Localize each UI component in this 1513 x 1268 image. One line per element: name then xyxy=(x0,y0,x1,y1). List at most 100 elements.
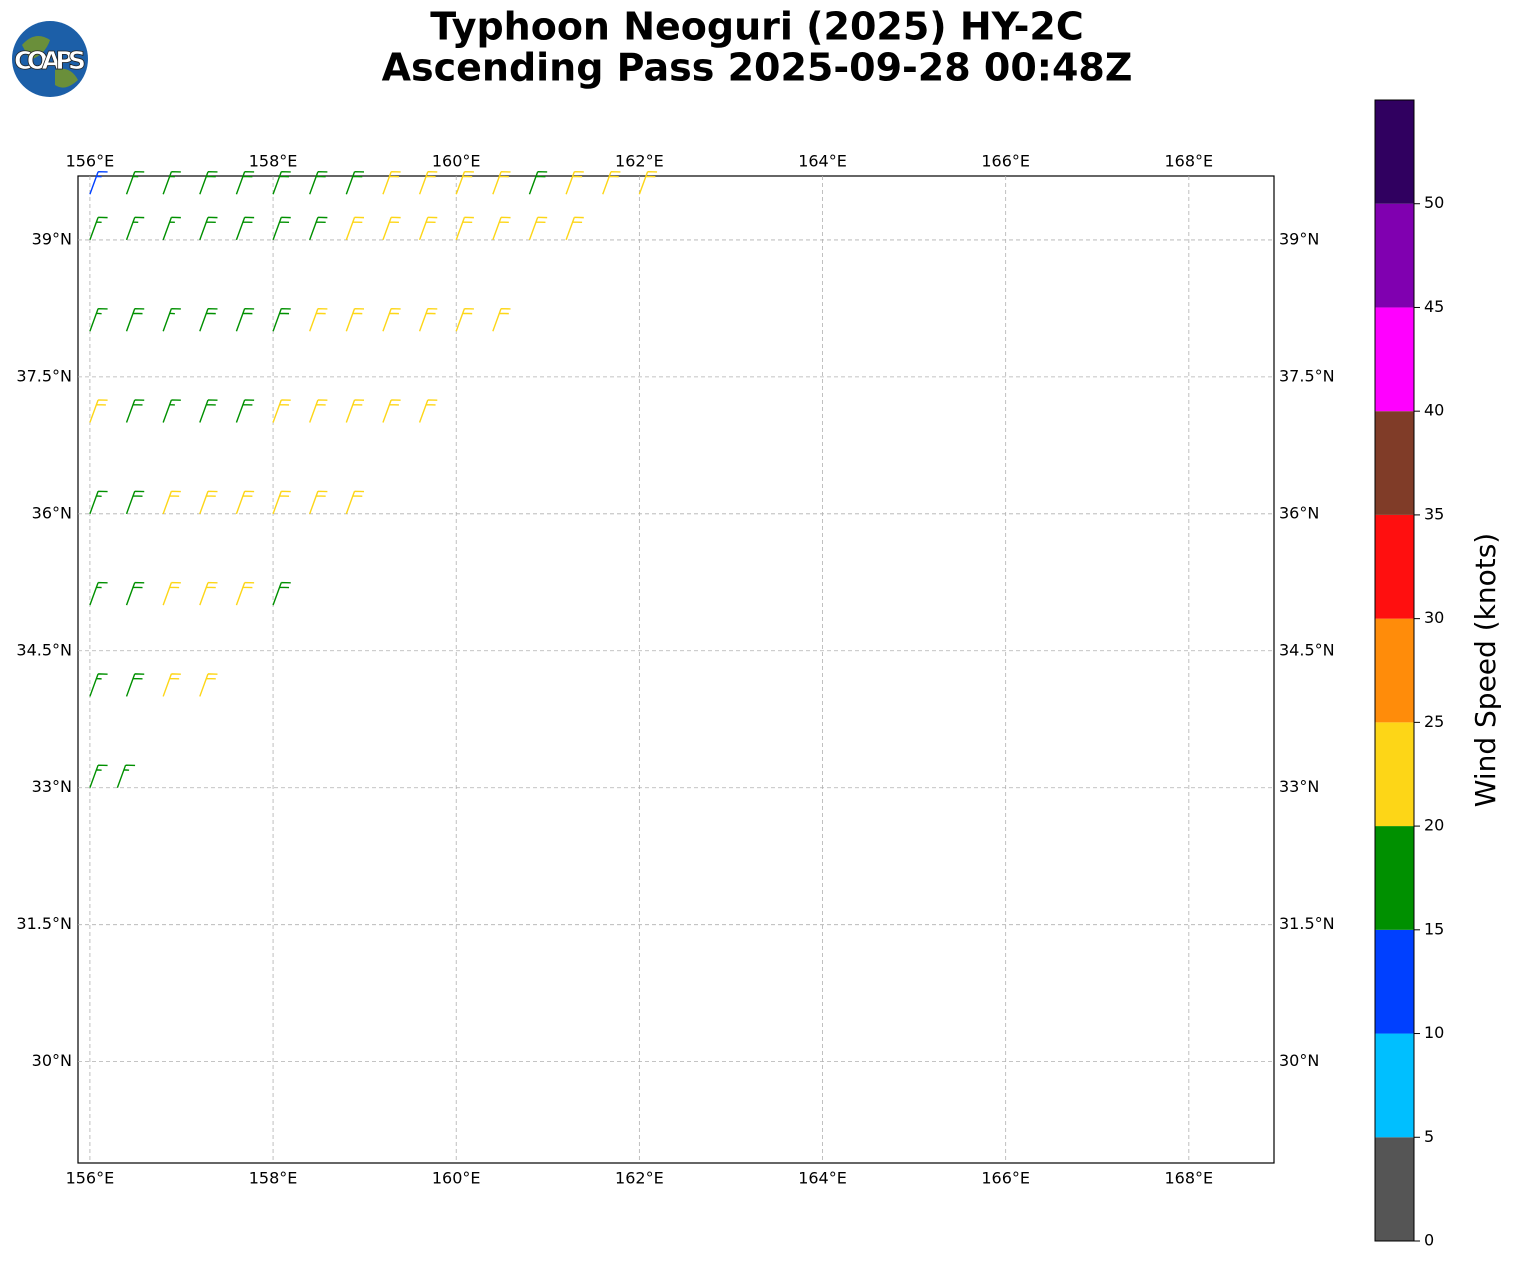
wind-barb xyxy=(89,673,108,697)
wind-barb xyxy=(235,490,255,515)
wind-barb xyxy=(382,171,401,195)
chart-title: Typhoon Neoguri (2025) HY-2C xyxy=(430,5,1083,49)
wind-barb xyxy=(116,764,136,788)
y-tick-label: 36°N xyxy=(1279,503,1319,522)
wind-barb xyxy=(125,490,145,515)
wind-barb xyxy=(418,216,438,241)
x-tick-label: 156°E xyxy=(66,1169,115,1188)
wind-barb xyxy=(455,171,474,195)
colorbar-segment xyxy=(1375,722,1414,827)
wind-barb xyxy=(492,216,511,241)
wind-barb xyxy=(602,171,621,195)
colorbar-segment xyxy=(1375,1137,1414,1241)
wind-barb xyxy=(235,216,255,241)
wind-barb xyxy=(528,171,548,195)
wind-barb xyxy=(125,216,145,241)
wind-barb xyxy=(309,399,328,423)
colorbar-tick-label: 20 xyxy=(1424,816,1444,835)
wind-barb xyxy=(162,673,181,697)
wind-barb xyxy=(235,581,255,606)
x-tick-label: 160°E xyxy=(432,152,481,171)
wind-barb xyxy=(455,307,474,332)
x-tick-label: 166°E xyxy=(981,152,1030,171)
colorbar-segment xyxy=(1375,929,1414,1034)
x-tick-label: 168°E xyxy=(1165,152,1214,171)
chart-subtitle: Ascending Pass 2025-09-28 00:48Z xyxy=(382,46,1133,90)
wind-barb xyxy=(272,581,291,606)
wind-barb xyxy=(345,490,365,515)
colorbar-segment xyxy=(1375,826,1414,930)
wind-barb xyxy=(89,399,108,423)
wind-barb xyxy=(272,216,291,241)
wind-barb xyxy=(125,307,145,332)
wind-barb xyxy=(455,216,474,241)
colorbar-segment xyxy=(1375,203,1414,308)
y-tick-label: 31.5°N xyxy=(1279,914,1335,933)
wind-barb xyxy=(125,171,145,195)
logo: COAPS xyxy=(12,21,88,97)
colorbar-segment xyxy=(1375,1033,1414,1138)
wind-barb xyxy=(235,399,255,423)
wind-barb xyxy=(199,171,218,195)
wind-barb xyxy=(272,399,291,423)
wind-barb xyxy=(89,307,108,332)
y-tick-label: 33°N xyxy=(32,777,72,796)
wind-barb xyxy=(89,171,108,195)
wind-barb xyxy=(345,171,365,195)
wind-barb xyxy=(272,171,291,195)
colorbar-segment xyxy=(1375,100,1414,204)
wind-barb xyxy=(199,581,218,606)
wind-barb xyxy=(125,673,145,697)
logo-text: COAPS xyxy=(14,46,86,75)
colorbar-label: Wind Speed (knots) xyxy=(1469,533,1502,807)
wind-barb xyxy=(199,307,218,332)
x-tick-label: 164°E xyxy=(798,152,847,171)
wind-barb xyxy=(418,399,438,423)
wind-barb xyxy=(89,490,108,515)
wind-barb xyxy=(309,307,328,332)
wind-barb xyxy=(565,216,584,241)
x-tick-label: 158°E xyxy=(249,1169,298,1188)
colorbar-segment xyxy=(1375,514,1414,619)
wind-barb xyxy=(89,764,108,788)
colorbar-tick-label: 0 xyxy=(1424,1231,1434,1250)
wind-barb xyxy=(235,171,255,195)
y-tick-label: 37.5°N xyxy=(16,366,72,385)
wind-barb xyxy=(89,216,108,241)
wind-barb xyxy=(309,490,328,515)
colorbar-tick-label: 15 xyxy=(1424,919,1444,938)
y-tick-label: 34.5°N xyxy=(1279,640,1335,659)
y-tick-label: 39°N xyxy=(1279,229,1319,248)
wind-barb xyxy=(309,171,328,195)
wind-barb xyxy=(382,399,401,423)
colorbar-tick-label: 45 xyxy=(1424,297,1444,316)
x-tick-label: 158°E xyxy=(249,152,298,171)
x-tick-label: 168°E xyxy=(1165,1169,1214,1188)
wind-barb xyxy=(528,216,548,241)
wind-barb xyxy=(125,399,145,423)
wind-barb xyxy=(199,673,218,697)
colorbar-tick-label: 30 xyxy=(1424,608,1444,627)
wind-barb xyxy=(345,307,365,332)
colorbar-frame xyxy=(1374,99,1415,1242)
wind-barb xyxy=(309,216,328,241)
colorbar-segment xyxy=(1375,618,1414,723)
wind-barb xyxy=(162,307,181,332)
colorbar-tick-label: 40 xyxy=(1424,401,1444,420)
colorbar-segment xyxy=(1375,411,1414,515)
wind-barb xyxy=(199,490,218,515)
y-tick-label: 37.5°N xyxy=(1279,366,1335,385)
wind-barb xyxy=(345,216,365,241)
wind-barb xyxy=(638,171,658,195)
wind-barb xyxy=(162,581,181,606)
wind-barb xyxy=(382,307,401,332)
wind-barb xyxy=(162,399,181,423)
colorbar-tick-label: 35 xyxy=(1424,504,1444,523)
wind-barb xyxy=(235,307,255,332)
y-tick-label: 39°N xyxy=(32,229,72,248)
y-tick-label: 33°N xyxy=(1279,777,1319,796)
wind-barb xyxy=(89,581,108,606)
map-frame xyxy=(77,175,1275,1164)
y-tick-label: 31.5°N xyxy=(16,914,72,933)
